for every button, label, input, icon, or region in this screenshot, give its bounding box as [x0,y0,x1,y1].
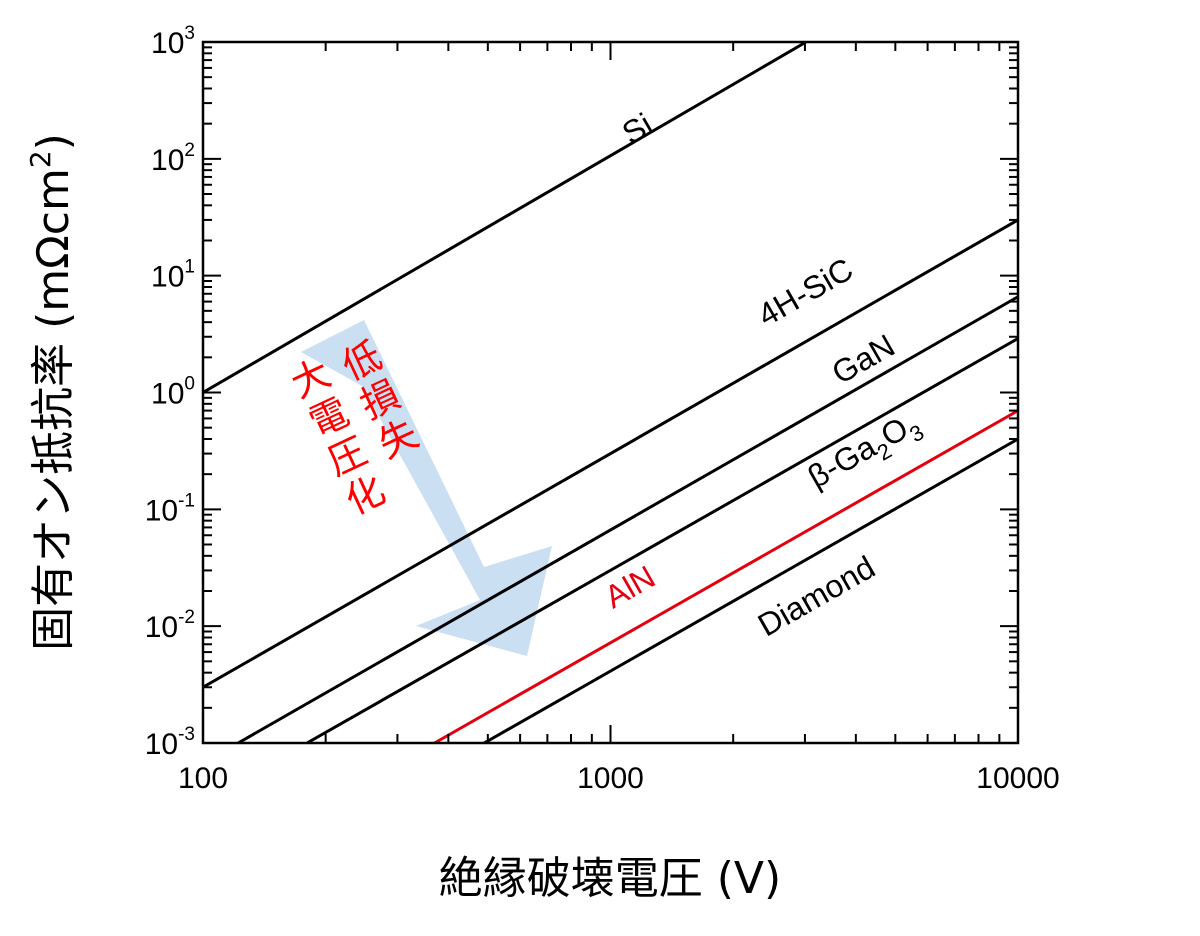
y-tick-label: 101 [151,257,195,294]
series-line [433,409,1018,743]
series-label: Diamond [752,549,881,644]
y-tick-label: 100 [151,374,195,411]
x-tick-label: 1000 [577,762,644,795]
y-tick-label: 103 [151,23,195,60]
series-label: AlN [598,558,661,615]
series-line [237,295,1018,743]
trend-arrow [301,320,552,656]
series-label: β-Ga2O3 [802,404,929,501]
series-line [483,437,1018,743]
y-axis-title: 固有オン抵抗率 (mΩcm2) [24,133,79,651]
series-line [203,42,807,394]
y-tick-label: 10-3 [145,724,195,761]
series-line [306,337,1018,743]
y-tick-label: 102 [151,140,195,177]
y-tick-label: 10-2 [145,607,195,644]
series-label: GaN [826,327,901,391]
series-label: Si [616,106,659,151]
x-tick-label: 100 [178,762,228,795]
y-tick-label: 10-1 [145,490,195,527]
x-tick-label: 10000 [976,762,1059,795]
x-axis-title: 絶縁破壊電圧 (V) [439,853,781,904]
series-line [203,218,1018,689]
